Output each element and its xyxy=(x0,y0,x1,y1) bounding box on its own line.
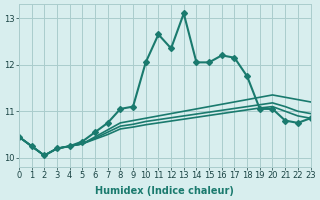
X-axis label: Humidex (Indice chaleur): Humidex (Indice chaleur) xyxy=(95,186,234,196)
